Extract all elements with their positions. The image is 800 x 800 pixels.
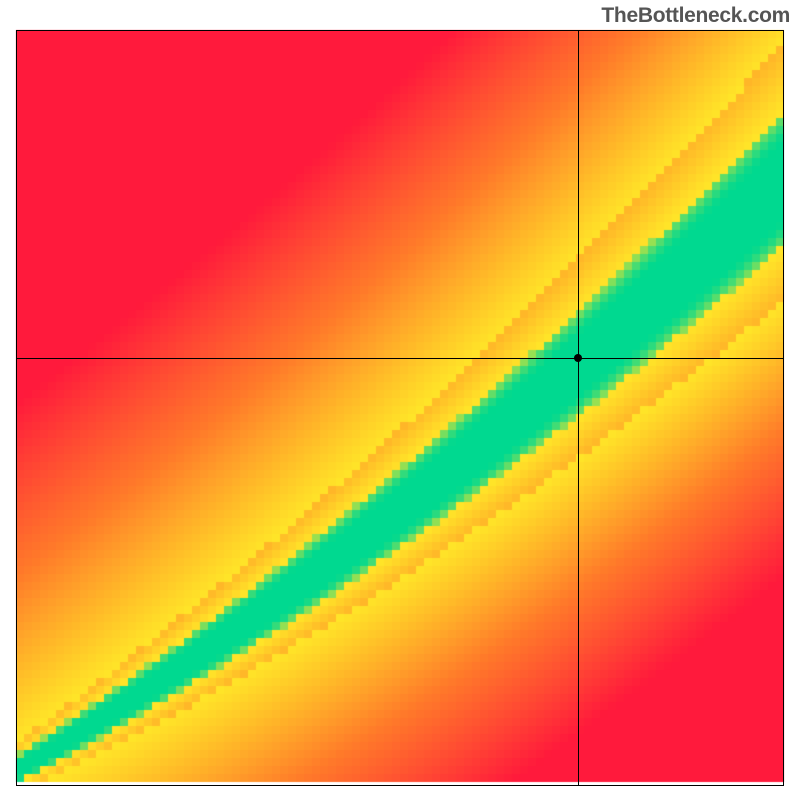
crosshair-vertical bbox=[578, 30, 579, 786]
bottleneck-heatmap: TheBottleneck.com bbox=[0, 0, 800, 800]
heatmap-canvas bbox=[0, 0, 800, 800]
crosshair-horizontal bbox=[16, 358, 784, 359]
marker-dot bbox=[574, 354, 582, 362]
watermark-text: TheBottleneck.com bbox=[601, 4, 790, 28]
